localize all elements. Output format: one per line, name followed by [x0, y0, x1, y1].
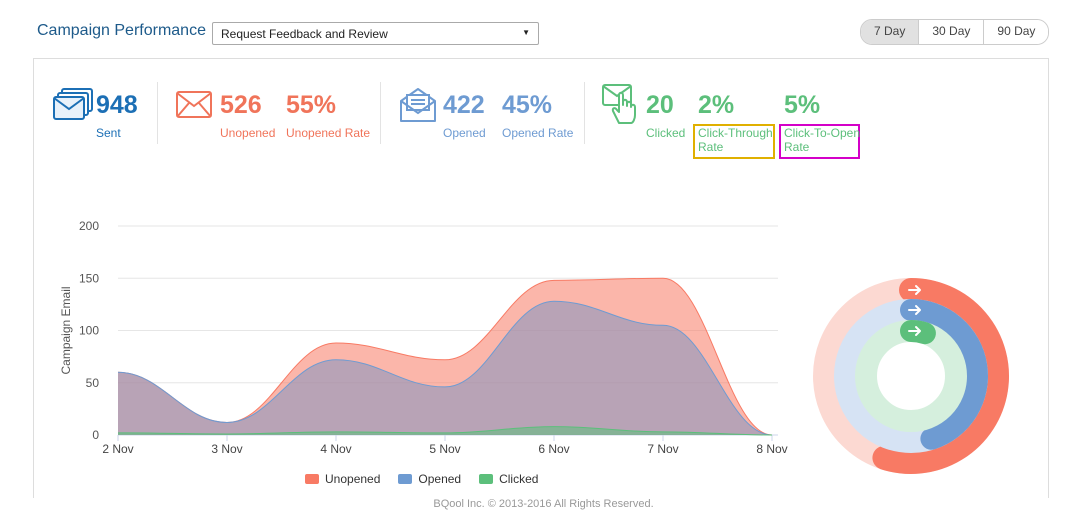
opened-label: Opened [443, 126, 486, 140]
unopened-rate-label: Unopened Rate [286, 126, 371, 140]
opened-rate-value: 45% [502, 91, 553, 119]
envelope-icon [176, 91, 212, 118]
legend-item-opened[interactable]: Opened [398, 472, 461, 486]
opened-value: 422 [443, 91, 485, 119]
clicked-label: Clicked [646, 126, 686, 140]
opened-rate-label: Opened Rate [502, 126, 574, 140]
series-line-opened [117, 300, 773, 436]
unopened-rate-value: 55% [286, 91, 337, 119]
x-tick-label: 5 Nov [429, 442, 460, 456]
x-tick-label: 8 Nov [756, 442, 787, 456]
y-tick-label: 0 [92, 428, 99, 442]
click-through-rate-value: 2% [698, 91, 735, 119]
y-axis-label: Campaign Email [59, 286, 73, 374]
click-through-rate-highlight [693, 124, 775, 159]
unopened-value: 526 [220, 91, 262, 119]
open-envelope-icon [400, 88, 436, 122]
ring-arc-opened[interactable] [900, 299, 988, 450]
series-area-opened[interactable] [118, 301, 772, 435]
y-tick-label: 200 [79, 219, 99, 233]
chevron-down-icon: ▼ [522, 28, 530, 37]
unopened-label: Unopened [220, 126, 276, 140]
campaign-select[interactable]: Request Feedback and Review ▼ [212, 22, 539, 45]
sent-label: Sent [96, 126, 121, 140]
click-to-open-rate-value: 5% [784, 91, 821, 119]
y-tick-label: 100 [79, 324, 99, 338]
click-to-open-rate-highlight [779, 124, 860, 159]
click-to-open-rate-label: Click-To-Open Rate [784, 126, 861, 154]
legend-item-clicked[interactable]: Clicked [479, 472, 538, 486]
range-7-day-button[interactable]: 7 Day [861, 20, 919, 44]
arrow-right-glyph [908, 285, 921, 295]
x-tick-label: 4 Nov [320, 442, 351, 456]
hand-click-icon [602, 84, 636, 124]
ring-track-clicked [855, 320, 967, 432]
envelopes-icon [53, 88, 93, 120]
area-chart: 0 50 100 150 200 2 Nov 3 Nov 4 Nov 5 Nov 6 Nov 7 N… [59, 219, 788, 456]
x-tick-label: 6 Nov [538, 442, 569, 456]
sent-value: 948 [96, 91, 138, 119]
y-tick-label: 150 [79, 271, 99, 285]
ring-chart [813, 278, 1009, 474]
series-line-clicked [117, 426, 773, 436]
arrow-right-glyph [908, 305, 921, 315]
divider [584, 82, 585, 144]
divider [157, 82, 158, 144]
range-30-day-button[interactable]: 30 Day [918, 20, 984, 44]
performance-panel [33, 58, 1049, 498]
range-90-day-button[interactable]: 90 Day [983, 20, 1049, 44]
campaign-select-value: Request Feedback and Review [221, 27, 388, 41]
page-title: Campaign Performance [37, 22, 206, 39]
footer: BQool Inc. © 2013-2016 All Rights Reserv… [433, 498, 654, 510]
arrow-right-glyph [908, 326, 921, 336]
chart-legend: Unopened Opened Clicked [305, 472, 556, 486]
legend-item-unopened[interactable]: Unopened [305, 472, 380, 486]
x-tick-label: 3 Nov [211, 442, 242, 456]
clicked-value: 20 [646, 91, 674, 119]
range-toggle: 7 Day 30 Day 90 Day [860, 19, 1050, 45]
ring-arc-unopened[interactable] [872, 278, 1009, 474]
x-tick-label: 7 Nov [647, 442, 678, 456]
x-tick-label: 2 Nov [102, 442, 133, 456]
divider [380, 82, 381, 144]
y-tick-label: 50 [86, 376, 100, 390]
click-through-rate-label: Click-Through Rate [698, 126, 773, 154]
